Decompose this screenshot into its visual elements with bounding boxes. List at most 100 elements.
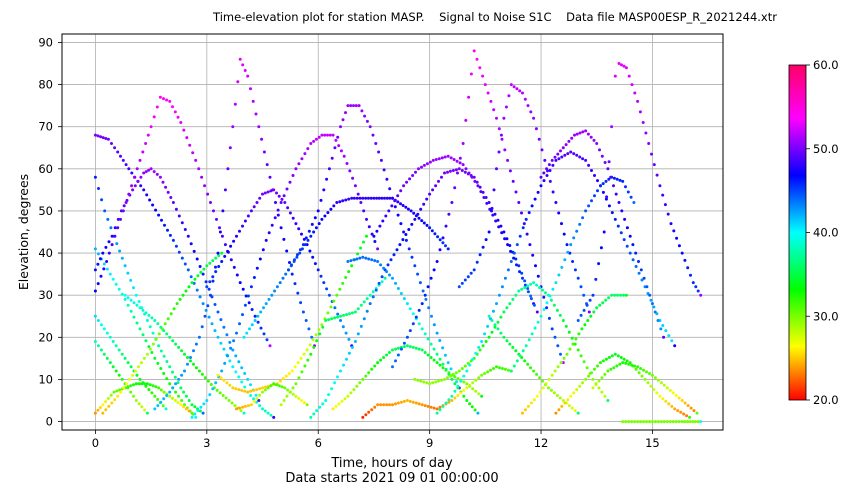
data-point (521, 226, 525, 230)
data-point (240, 366, 244, 370)
data-point (135, 303, 139, 307)
data-point (474, 389, 478, 393)
data-point (208, 280, 212, 284)
data-point (446, 376, 449, 380)
data-point (129, 365, 133, 369)
data-point (502, 335, 506, 339)
data-point (413, 264, 417, 268)
data-point (599, 184, 602, 188)
data-point (495, 302, 498, 306)
data-point (555, 394, 559, 397)
data-point (246, 74, 250, 78)
data-point (176, 115, 180, 119)
data-point (126, 296, 130, 300)
data-point (683, 401, 687, 405)
data-point (610, 354, 614, 358)
data-point (262, 306, 265, 310)
data-point (543, 158, 547, 162)
data-point (456, 394, 460, 397)
data-point (355, 257, 359, 261)
data-point (531, 253, 535, 257)
data-point (374, 142, 378, 145)
data-point (150, 316, 154, 320)
data-point (533, 326, 537, 330)
data-point (266, 411, 270, 415)
data-point (634, 265, 638, 268)
data-point (648, 372, 651, 375)
data-point (239, 409, 243, 413)
data-point (365, 309, 369, 313)
data-point (317, 222, 321, 226)
data-point (507, 94, 511, 98)
data-point (299, 301, 303, 305)
data-point (480, 394, 484, 398)
data-point (316, 209, 320, 213)
data-point (320, 133, 324, 137)
data-point (462, 380, 466, 384)
data-point (319, 274, 323, 278)
data-point (257, 125, 261, 129)
data-point (139, 184, 143, 188)
data-point (297, 227, 301, 231)
data-point (464, 167, 468, 171)
data-point (214, 270, 218, 274)
data-point (255, 201, 259, 204)
data-point (607, 177, 611, 181)
data-point (467, 95, 471, 99)
data-point (493, 325, 497, 329)
data-point (254, 112, 258, 116)
data-point (694, 285, 698, 289)
data-point (578, 222, 582, 226)
data-point (119, 217, 122, 221)
data-point (303, 364, 307, 368)
data-point (294, 167, 298, 171)
data-point (542, 179, 546, 183)
data-point (194, 158, 198, 162)
data-point (156, 322, 160, 326)
data-point (652, 163, 656, 167)
data-point (391, 276, 394, 280)
data-point (560, 404, 564, 408)
data-point (249, 87, 252, 91)
data-point (509, 249, 513, 253)
data-point (131, 188, 135, 192)
data-point (158, 95, 162, 99)
data-point (584, 158, 588, 162)
data-point (296, 361, 300, 365)
data-point (432, 347, 436, 351)
data-point (665, 420, 669, 424)
data-point (341, 281, 345, 285)
data-point (350, 311, 354, 315)
data-point (154, 385, 158, 389)
data-point (404, 205, 408, 209)
data-point (601, 301, 605, 305)
data-point (129, 298, 133, 302)
data-point (484, 196, 488, 199)
data-point (632, 201, 636, 204)
data-point (562, 356, 566, 360)
data-point (521, 349, 525, 353)
data-point (529, 366, 533, 370)
data-point (578, 155, 582, 159)
colorbar-tick-label: 60.0 (813, 58, 839, 72)
data-point (571, 342, 575, 346)
data-point (642, 276, 646, 280)
data-point (648, 293, 652, 297)
data-point (453, 396, 457, 400)
data-point (624, 185, 627, 189)
x-axis-ticks: 0 3 6 9 12 15 (92, 430, 660, 450)
data-point (500, 137, 504, 141)
data-point (495, 116, 498, 120)
data-point (425, 223, 429, 227)
data-point (337, 144, 341, 148)
data-point (376, 247, 380, 251)
data-point (572, 391, 576, 395)
data-point (570, 136, 574, 140)
data-point (414, 346, 418, 350)
data-point (545, 306, 549, 310)
data-point (96, 319, 100, 322)
x-tick-label: 15 (645, 436, 660, 450)
data-point (327, 393, 331, 397)
data-point (563, 258, 567, 262)
data-point (460, 169, 464, 172)
